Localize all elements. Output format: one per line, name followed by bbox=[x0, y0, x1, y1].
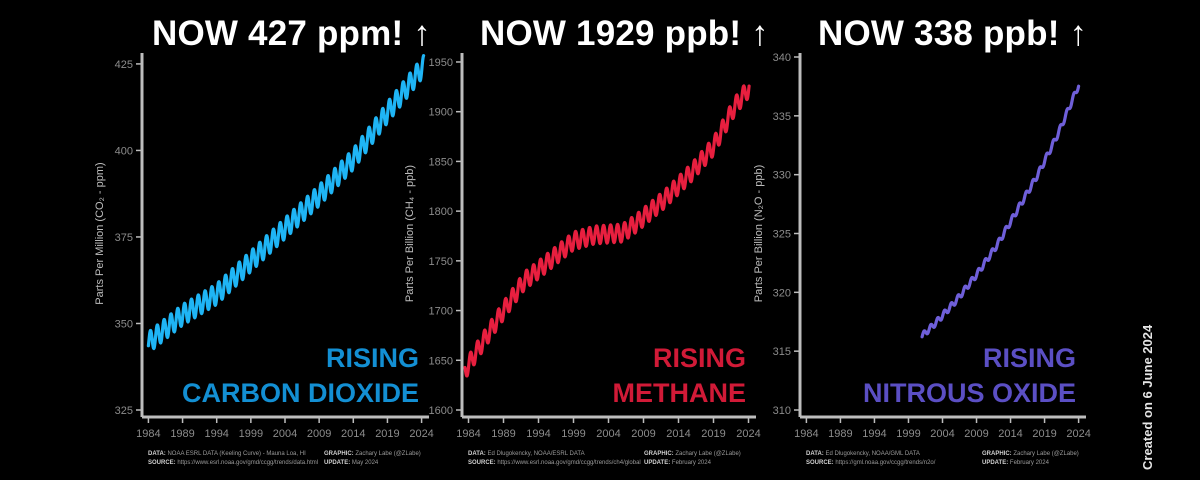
n2o-y-tick-label: 330 bbox=[773, 170, 791, 182]
ch4-credits: DATA: Ed Dlugokencky, NOAA/ESRL DATA SOU… bbox=[468, 451, 741, 466]
co2-x-tick-label: 2014 bbox=[341, 428, 365, 440]
n2o-headline: NOW 338 ppb! ↑ bbox=[818, 14, 1088, 53]
n2o-x-tick-label: 1994 bbox=[862, 428, 886, 440]
ch4-y-tick-label: 1850 bbox=[429, 156, 453, 168]
ch4-y-tick-label: 1900 bbox=[429, 107, 453, 119]
n2o-x-tick-label: 2014 bbox=[998, 428, 1022, 440]
co2-overlay-line2: CARBON DIOXIDE bbox=[182, 378, 419, 408]
co2-y-tick-label: 375 bbox=[115, 232, 133, 244]
ch4-y-axis-label: Parts Per Billion (CH₄ - ppb) bbox=[404, 165, 416, 302]
co2-x-tick-label: 2024 bbox=[409, 428, 433, 440]
n2o-y-tick-label: 310 bbox=[773, 405, 791, 417]
co2-x-tick-label: 1989 bbox=[170, 428, 194, 440]
n2o-x-tick-label: 1989 bbox=[828, 428, 852, 440]
co2-credits: DATA: NOAA ESRL DATA (Keeling Curve) - M… bbox=[148, 451, 421, 466]
co2-headline: NOW 427 ppm! ↑ bbox=[152, 14, 431, 53]
co2-x-tick-label: 1999 bbox=[239, 428, 263, 440]
n2o-x-tick-label: 1984 bbox=[794, 428, 818, 440]
n2o-y-tick-label: 320 bbox=[773, 287, 791, 299]
co2-y-axis-label: Parts Per Million (CO₂ - ppm) bbox=[94, 162, 106, 304]
n2o-overlay-line2: NITROUS OXIDE bbox=[863, 378, 1076, 408]
ch4-headline: NOW 1929 ppb! ↑ bbox=[480, 14, 769, 53]
ch4-panel: NOW 1929 ppb! ↑ 1600 1650 1700 1750 1800 1850… bbox=[404, 14, 769, 466]
ch4-overlay-line2: METHANE bbox=[613, 378, 747, 408]
co2-x-tick-label: 1984 bbox=[136, 428, 160, 440]
ch4-x-tick-label: 2009 bbox=[631, 428, 655, 440]
ch4-x-tick-label: 1999 bbox=[561, 428, 585, 440]
n2o-credits: DATA: Ed Dlugokencky, NOAA/GML DATA SOUR… bbox=[806, 451, 1079, 466]
ch4-x-tick-label: 2014 bbox=[666, 428, 690, 440]
ch4-x-tick-label: 2004 bbox=[596, 428, 620, 440]
ch4-y-tick-label: 1700 bbox=[429, 306, 453, 318]
n2o-y-tick-label: 325 bbox=[773, 229, 791, 241]
co2-x-tick-label: 2004 bbox=[273, 428, 297, 440]
ch4-overlay-line1: RISING bbox=[653, 343, 746, 373]
co2-panel: NOW 427 ppm! ↑ 325 350 375 400 425 1984 1989 19… bbox=[0, 0, 440, 480]
n2o-y-axis-label: Parts Per Billion (N₂O - ppb) bbox=[753, 165, 765, 303]
ch4-y-tick-label: 1650 bbox=[429, 355, 453, 367]
ch4-x-tick-label: 1994 bbox=[526, 428, 550, 440]
ch4-x-tick-label: 1984 bbox=[456, 428, 480, 440]
co2-y-tick-label: 425 bbox=[115, 59, 133, 71]
n2o-y-tick-label: 335 bbox=[773, 111, 791, 123]
created-note: Created on 6 June 2024 bbox=[1140, 324, 1155, 470]
co2-series-line bbox=[146, 54, 426, 351]
n2o-x-tick-label: 2024 bbox=[1066, 428, 1090, 440]
n2o-y-tick-label: 315 bbox=[773, 346, 791, 358]
n2o-series-line bbox=[920, 84, 1081, 339]
co2-x-tick-label: 2009 bbox=[307, 428, 331, 440]
co2-x-tick-label: 1994 bbox=[204, 428, 228, 440]
co2-y-tick-label: 350 bbox=[115, 318, 133, 330]
ch4-x-tick-label: 2019 bbox=[701, 428, 725, 440]
co2-chart: 325 350 375 400 425 1984 1989 1994 1999 2004 2009 2… bbox=[94, 53, 434, 440]
ch4-x-tick-label: 1989 bbox=[491, 428, 515, 440]
ch4-chart: 1600 1650 1700 1750 1800 1850 1900 1950 1984 1989… bbox=[404, 53, 761, 440]
ch4-y-tick-label: 1750 bbox=[429, 256, 453, 268]
co2-overlay-line1: RISING bbox=[326, 343, 419, 373]
n2o-chart: 310 315 320 325 330 335 340 1984 1989 1994 1999 200… bbox=[753, 52, 1091, 440]
ch4-y-tick-label: 1600 bbox=[429, 405, 453, 417]
co2-y-tick-label: 400 bbox=[115, 145, 133, 157]
n2o-x-tick-label: 2004 bbox=[930, 428, 954, 440]
ch4-x-tick-label: 2024 bbox=[736, 428, 760, 440]
n2o-overlay-line1: RISING bbox=[983, 343, 1076, 373]
n2o-x-tick-label: 2009 bbox=[964, 428, 988, 440]
ch4-y-tick-label: 1800 bbox=[429, 206, 453, 218]
co2-y-tick-label: 325 bbox=[115, 405, 133, 417]
n2o-x-tick-label: 1999 bbox=[896, 428, 920, 440]
n2o-x-tick-label: 2019 bbox=[1032, 428, 1056, 440]
co2-x-tick-label: 2019 bbox=[375, 428, 399, 440]
n2o-panel: NOW 338 ppb! ↑ 310 315 320 325 330 335 340 1984… bbox=[753, 14, 1091, 466]
ch4-y-tick-label: 1950 bbox=[429, 57, 453, 69]
ch4-series-line bbox=[463, 84, 751, 378]
n2o-y-tick-label: 340 bbox=[773, 52, 791, 64]
